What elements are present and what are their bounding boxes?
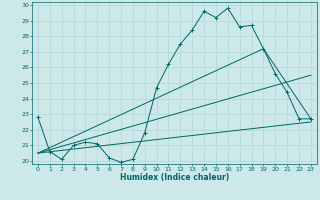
X-axis label: Humidex (Indice chaleur): Humidex (Indice chaleur) bbox=[120, 173, 229, 182]
